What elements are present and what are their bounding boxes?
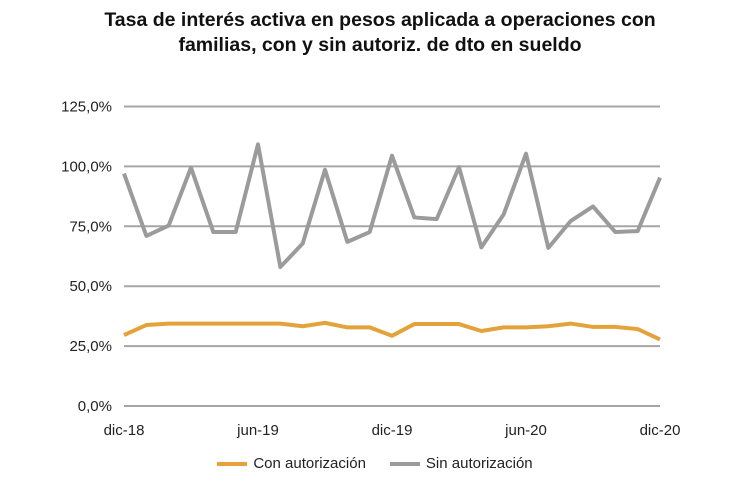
y-tick-label: 50,0% [69,278,112,295]
x-tick-label: jun-19 [236,422,279,439]
legend: Con autorización Sin autorización [0,455,750,472]
legend-swatch-sin [389,461,420,466]
x-tick-label: dic-20 [640,422,681,439]
series-line-sin [122,142,662,270]
x-tick-label: dic-19 [372,422,413,439]
legend-item-sin: Sin autorización [389,455,533,472]
legend-item-con: Con autorización [217,455,366,472]
series-line-con [123,320,661,342]
x-tick-label: jun-20 [504,422,547,439]
y-tick-label: 75,0% [69,218,112,235]
y-tick-label: 100,0% [61,158,112,175]
y-tick-label: 125,0% [61,99,112,116]
y-tick-label: 0,0% [78,398,112,415]
x-tick-label: dic-18 [104,422,145,439]
y-tick-label: 25,0% [69,338,112,355]
legend-swatch-con [217,461,248,466]
legend-label-sin: Sin autorización [425,455,533,472]
legend-label-con: Con autorización [253,455,366,472]
chart-title: Tasa de interés activa en pesos aplicada… [104,9,656,56]
